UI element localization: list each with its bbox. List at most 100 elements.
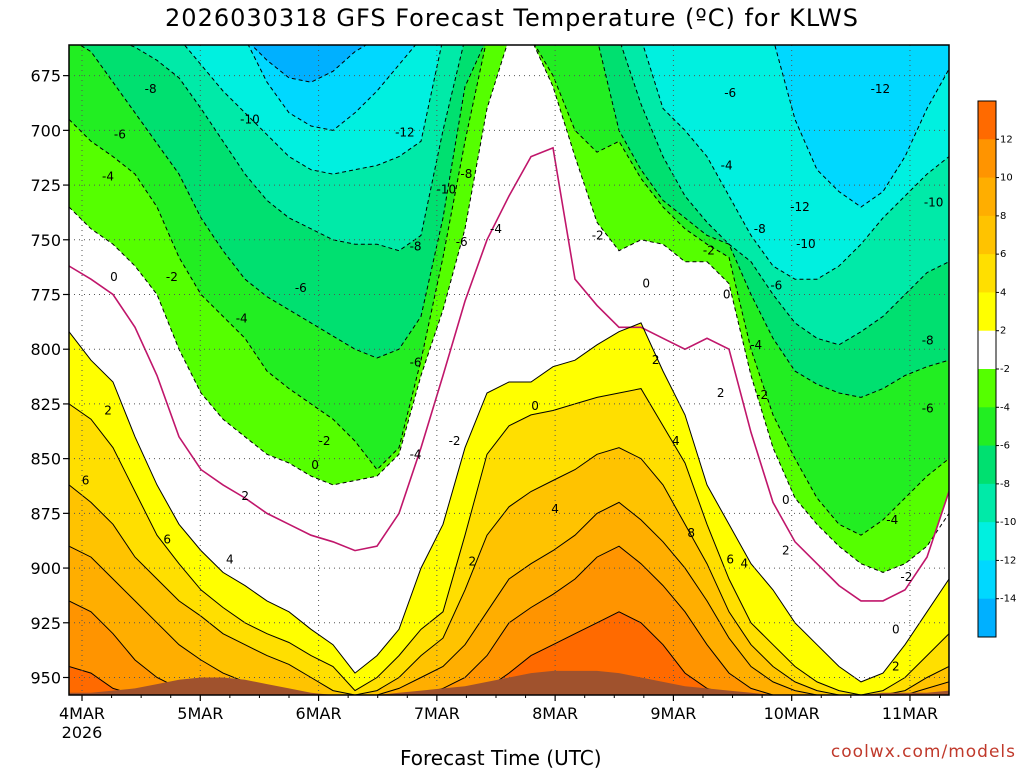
temperature-fills <box>69 45 949 695</box>
contour-label: -12 <box>871 82 891 96</box>
chart-title: 2026030318 GFS Forecast Temperature (ºC)… <box>165 4 859 32</box>
contour-label: 6 <box>82 474 90 488</box>
contour-label: -8 <box>410 239 422 253</box>
colorbar-swatch <box>978 101 996 140</box>
y-tick-label: 700 <box>30 121 61 140</box>
contour-label: -12 <box>790 200 810 214</box>
ground-polygon <box>69 670 949 695</box>
x-tick-label: 7MAR <box>414 704 460 723</box>
contour-label: 0 <box>110 270 118 284</box>
contour-label: -6 <box>456 235 468 249</box>
colorbar-label: 8 <box>1000 211 1006 222</box>
colorbar-swatch <box>978 139 996 179</box>
contour-label: 4 <box>551 502 559 516</box>
colorbar-label: 2 <box>1000 326 1006 337</box>
x-tick-label: 11MAR <box>882 704 938 723</box>
contour-label: 4 <box>672 434 680 448</box>
grid-lines <box>69 45 949 695</box>
y-tick-label: 900 <box>30 559 61 578</box>
contour-label: -6 <box>724 86 736 100</box>
isotherm-0 <box>69 146 949 602</box>
isotherm-6 <box>69 447 949 695</box>
contour-label: 8 <box>687 526 695 540</box>
isotherm-8 <box>69 501 949 695</box>
y-tick-label: 675 <box>30 67 61 86</box>
contour-label: -10 <box>796 237 816 251</box>
contour-label: 0 <box>311 458 319 472</box>
contour-label: 2 <box>469 554 477 568</box>
plot-frame <box>68 44 950 696</box>
contour-label: -2 <box>592 228 604 242</box>
isotherm-4 <box>69 388 949 695</box>
contour-label: -4 <box>102 169 114 183</box>
isotherm-2 <box>69 322 949 683</box>
y-tick-label: 875 <box>30 504 61 523</box>
colorbar-label: -4 <box>1000 402 1010 413</box>
isotherm--4 <box>69 45 949 536</box>
x-axis: 4MAR 5MAR 6MAR 7MAR 8MAR 9MAR 10MAR 11MAR 2026 <box>59 695 941 742</box>
y-tick-label: 850 <box>30 450 61 469</box>
fill-band-6 <box>69 447 949 695</box>
colorbar-swatch <box>978 177 996 217</box>
contour-label: 2 <box>241 489 249 503</box>
contour-label: 2 <box>652 353 660 367</box>
contour-label: -4 <box>886 513 898 527</box>
x-tick-label: 5MAR <box>177 704 223 723</box>
contour-label: 0 <box>723 287 731 301</box>
source-credit: coolwx.com/models <box>830 742 1016 762</box>
contour-labels: -8-6-10-12-4-10-8-6-4-80 -2-6-4-6-20-4-20… <box>82 82 944 674</box>
contour-label: -8 <box>460 167 472 181</box>
contour-label: -6 <box>410 355 422 369</box>
colorbar-label: 10 <box>1000 173 1013 184</box>
y-tick-label: 800 <box>30 340 61 359</box>
isotherm--2 <box>69 45 949 573</box>
contour-label: -4 <box>410 447 422 461</box>
colorbar-swatch <box>978 407 996 447</box>
y-axis: 675 700 725 750 775 800 825 850 875 900 925 950 <box>30 67 69 687</box>
x-tick-label: 10MAR <box>764 704 820 723</box>
x-axis-title: Forecast Time (UTC) <box>400 746 602 770</box>
colorbar-label: 4 <box>1000 287 1006 298</box>
contour-label: -12 <box>395 126 415 140</box>
y-tick-label: 925 <box>30 614 61 633</box>
colorbar-legend: 12 10 8 6 4 2 -2 -4 -6 -8 -10 -12 -14 <box>977 100 1016 638</box>
contour-label: 0 <box>642 277 650 291</box>
colorbar-label: -2 <box>1000 364 1010 375</box>
x-tick-year: 2026 <box>62 723 103 742</box>
contour-label: 0 <box>531 399 539 413</box>
contour-label: -8 <box>145 82 157 96</box>
contour-label: 2 <box>892 660 900 674</box>
isotherm-12 <box>69 611 949 695</box>
contour-label: -10 <box>437 182 457 196</box>
colorbar-label: -12 <box>1000 555 1016 566</box>
contour-label: -4 <box>750 338 762 352</box>
x-tick-label: 6MAR <box>296 704 342 723</box>
colorbar-swatch <box>978 369 996 408</box>
colorbar-label: 12 <box>1000 134 1013 145</box>
colorbar-swatch <box>978 330 996 370</box>
contour-label: -8 <box>754 222 766 236</box>
x-tick-label: 8MAR <box>532 704 578 723</box>
contour-label: 6 <box>163 533 171 547</box>
colorbar-label: 6 <box>1000 249 1006 260</box>
colorbar-label: -14 <box>1000 594 1016 605</box>
contour-label: 0 <box>782 493 790 507</box>
colorbar-swatch <box>978 445 996 485</box>
contour-label: 0 <box>892 622 900 636</box>
contour-label: 2 <box>782 544 790 558</box>
contour-label: -8 <box>922 333 934 347</box>
isotherm--10 <box>183 45 949 280</box>
colorbar-swatch <box>978 483 996 523</box>
contour-label: 2 <box>104 403 112 417</box>
colorbar-swatch <box>978 254 996 293</box>
contour-label: -2 <box>703 244 715 258</box>
contour-label: -6 <box>770 279 782 293</box>
isotherm--12 <box>247 45 949 208</box>
colorbar-swatch <box>978 522 996 561</box>
x-tick-label: 9MAR <box>650 704 696 723</box>
contour-label: 4 <box>741 557 749 571</box>
x-tick-label: 4MAR <box>59 704 105 723</box>
y-tick-label: 825 <box>30 395 61 414</box>
contour-label: -2 <box>166 270 178 284</box>
